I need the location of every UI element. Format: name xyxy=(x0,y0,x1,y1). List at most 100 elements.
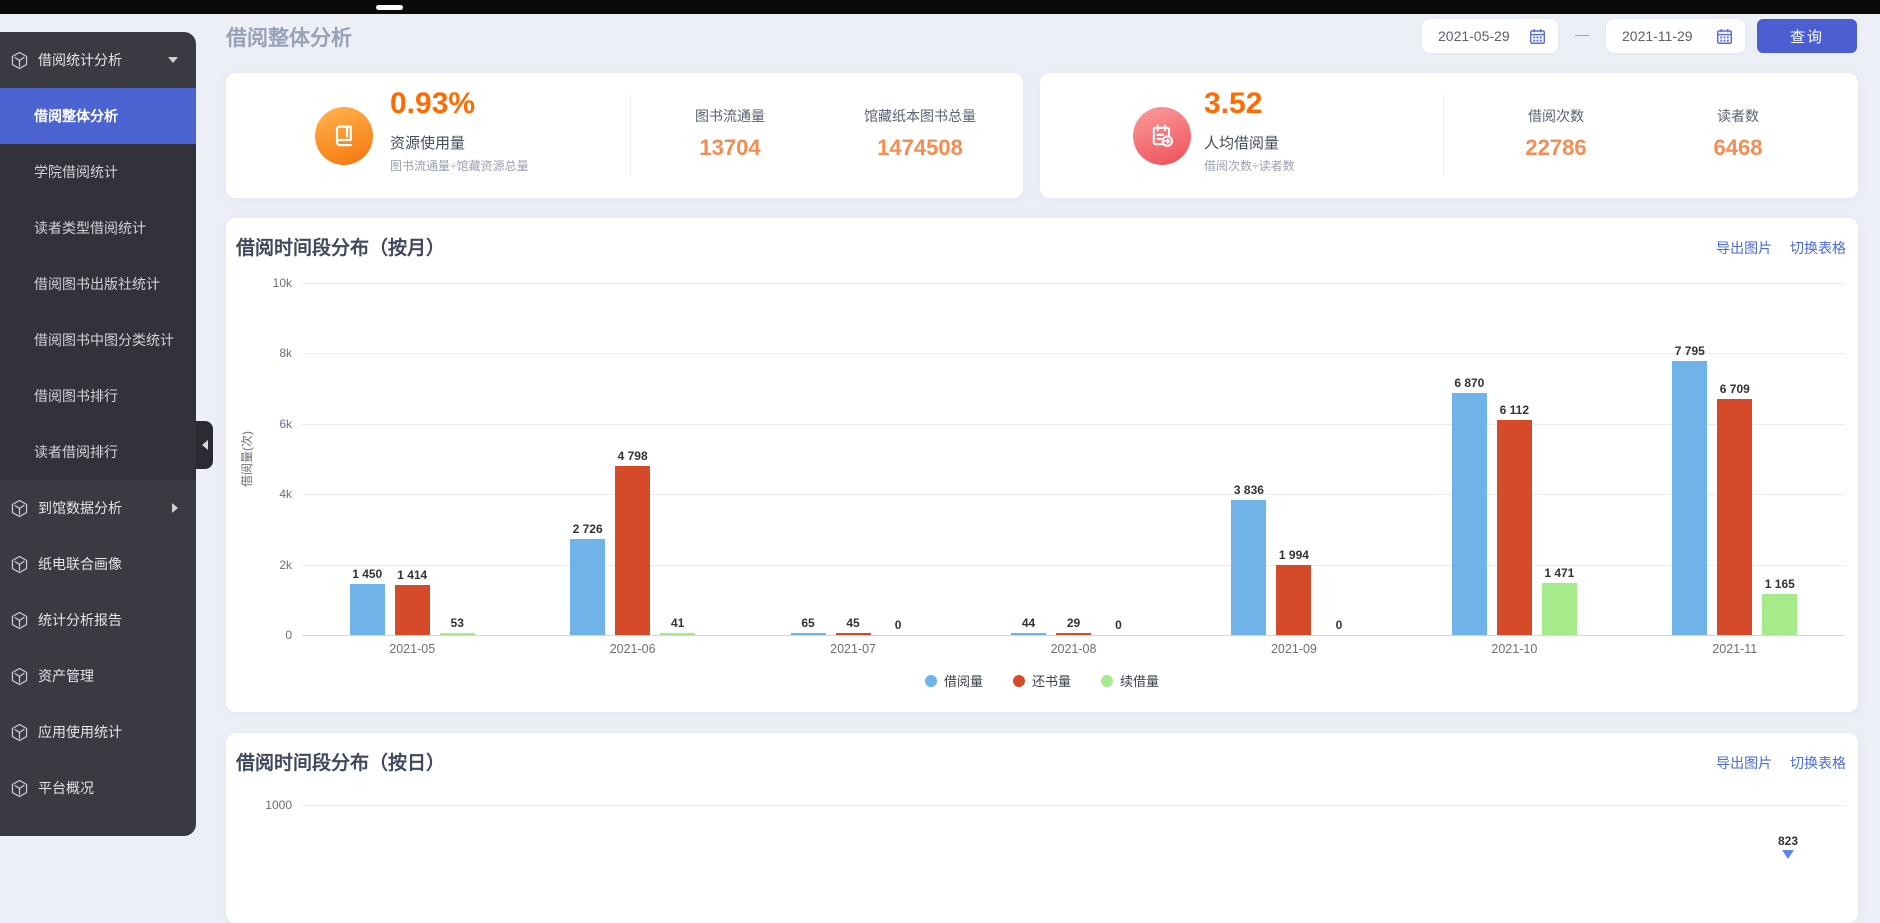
ytick: 4k xyxy=(279,487,292,501)
monthly-plot: 0 2k 4k 6k 8k 10k 借阅量(次) 2021-05 1 450 1 414 53 202… xyxy=(226,218,1858,712)
sidebar-submenu: 借阅整体分析学院借阅统计读者类型借阅统计 借阅图书出版社统计 借阅图书中图分类统计借… xyxy=(0,88,196,480)
per-capita-formula: 借阅次数÷读者数 xyxy=(1204,159,1295,173)
borrow-count-stat: 借阅次数 22786 xyxy=(1525,108,1587,160)
legend-dot xyxy=(924,674,937,687)
bar-还书量-2021-06[interactable] xyxy=(615,466,651,635)
cube-icon xyxy=(11,723,28,741)
sidebar-subitem-6[interactable]: 读者借阅排行 xyxy=(34,444,118,460)
x-axis-label: 2021-08 xyxy=(1050,642,1097,656)
bar-value-label: 6 709 xyxy=(1719,382,1750,396)
bar-续借量-2021-05[interactable] xyxy=(439,633,475,635)
ytick: 2k xyxy=(279,558,292,572)
monthly-chart-actions: 导出图片 切换表格 xyxy=(1702,238,1846,258)
gridline xyxy=(302,494,1845,495)
cube-icon xyxy=(11,499,28,517)
bar-value-label: 2 726 xyxy=(572,522,603,536)
legend-item-借阅量[interactable]: 借阅量 xyxy=(924,671,983,690)
divider xyxy=(630,95,631,176)
bar-value-label: 0 xyxy=(1115,618,1122,632)
cube-icon xyxy=(11,555,28,573)
calendar-icon xyxy=(1529,28,1546,44)
bar-借阅量-2021-05[interactable] xyxy=(349,584,385,635)
toggle-table-link[interactable]: 切换表格 xyxy=(1790,240,1846,256)
daily-point-marker xyxy=(1782,850,1794,859)
notepad-icon xyxy=(1133,107,1191,165)
x-axis-label: 2021-06 xyxy=(609,642,656,656)
start-date-input[interactable]: 2021-05-29 xyxy=(1422,19,1558,53)
bar-借阅量-2021-08[interactable] xyxy=(1011,633,1046,635)
sidebar-menu: 借阅统计分析 借阅整体分析学院借阅统计读者类型借阅统计 借阅图书出版社统计 借阅图书中… xyxy=(0,32,196,816)
bar-还书量-2021-11[interactable] xyxy=(1717,399,1753,635)
end-date-input[interactable]: 2021-11-29 xyxy=(1606,19,1745,53)
bar-还书量-2021-10[interactable] xyxy=(1496,420,1532,635)
sidebar-item-2[interactable]: 纸电联合画像 xyxy=(0,536,196,592)
chevron-down-icon xyxy=(168,57,178,63)
legend-item-还书量[interactable]: 还书量 xyxy=(1012,671,1071,690)
bar-借阅量-2021-07[interactable] xyxy=(790,633,826,635)
export-image-link[interactable]: 导出图片 xyxy=(1716,240,1773,256)
ytick: 6k xyxy=(279,417,292,431)
top-window-bar xyxy=(0,0,1880,14)
window-drag-indicator xyxy=(376,5,403,10)
ytick: 10k xyxy=(272,276,292,290)
bar-借阅量-2021-10[interactable] xyxy=(1451,393,1487,635)
bar-value-label: 1 994 xyxy=(1278,548,1309,562)
x-axis-label: 2021-09 xyxy=(1270,642,1317,656)
sidebar-item-3[interactable]: 统计分析报告 xyxy=(0,592,196,648)
gridline xyxy=(302,565,1845,566)
sidebar-item-6[interactable]: 平台概况 xyxy=(0,760,196,816)
sidebar-item-5[interactable]: 应用使用统计 xyxy=(0,704,196,760)
bar-借阅量-2021-11[interactable] xyxy=(1672,361,1708,635)
bar-value-label: 4 798 xyxy=(617,449,648,463)
bar-续借量-2021-06[interactable] xyxy=(660,633,696,635)
cube-icon xyxy=(11,779,28,797)
bar-还书量-2021-08[interactable] xyxy=(1056,633,1091,635)
sidebar-item-1[interactable]: 到馆数据分析 xyxy=(0,480,196,536)
sidebar-collapse-handle[interactable] xyxy=(196,421,213,469)
monthly-chart-title: 借阅时间段分布（按月） xyxy=(236,238,446,259)
query-button[interactable]: 查询 xyxy=(1757,19,1857,53)
bar-还书量-2021-09[interactable] xyxy=(1276,565,1312,635)
divider xyxy=(1443,95,1444,176)
bar-还书量-2021-07[interactable] xyxy=(835,633,871,635)
collection-total-stat: 馆藏纸本图书总量 1474508 xyxy=(864,108,976,160)
sidebar-subitem-3[interactable]: 借阅图书出版社统计 xyxy=(34,276,160,292)
bar-value-label: 1 165 xyxy=(1764,577,1795,591)
bar-借阅量-2021-09[interactable] xyxy=(1231,500,1267,635)
bar-value-label: 65 xyxy=(801,616,815,630)
gridline xyxy=(302,805,1845,806)
resource-usage-label: 资源使用量 xyxy=(390,135,466,152)
gridline xyxy=(302,353,1845,354)
y-axis-title: 借阅量(次) xyxy=(240,431,254,487)
daily-chart-actions: 导出图片 切换表格 xyxy=(1702,753,1846,773)
daily-chart-title: 借阅时间段分布（按日） xyxy=(236,753,446,774)
cube-icon xyxy=(11,667,28,685)
gridline xyxy=(302,283,1845,284)
resource-usage-card: 0.93% 资源使用量 图书流通量÷馆藏资源总量 图书流通量 13704 馆藏纸… xyxy=(226,73,1023,198)
sidebar-subitem-0[interactable]: 借阅整体分析 xyxy=(0,88,196,144)
ytick: 0 xyxy=(285,628,292,642)
bar-借阅量-2021-06[interactable] xyxy=(570,539,606,635)
collapse-left-icon xyxy=(201,440,208,450)
toggle-table-link[interactable]: 切换表格 xyxy=(1790,755,1846,771)
bar-value-label: 7 795 xyxy=(1674,344,1705,358)
x-axis-label: 2021-07 xyxy=(830,642,876,656)
bar-value-label: 1 471 xyxy=(1544,566,1575,580)
bar-还书量-2021-05[interactable] xyxy=(394,585,430,635)
x-axis-label: 2021-10 xyxy=(1491,642,1538,656)
bar-续借量-2021-11[interactable] xyxy=(1762,594,1798,635)
sidebar-item-0[interactable]: 借阅统计分析 xyxy=(0,32,196,88)
sidebar-item-4[interactable]: 资产管理 xyxy=(0,648,196,704)
legend-item-续借量[interactable]: 续借量 xyxy=(1101,671,1159,690)
export-image-link[interactable]: 导出图片 xyxy=(1716,755,1773,771)
sidebar-subitem-2[interactable]: 读者类型借阅统计 xyxy=(34,220,146,236)
bar-value-label: 1 450 xyxy=(352,567,383,581)
date-range-separator: — xyxy=(1575,26,1589,42)
sidebar-subitem-1[interactable]: 学院借阅统计 xyxy=(34,164,118,180)
bar-value-label: 45 xyxy=(846,616,860,630)
bar-续借量-2021-10[interactable] xyxy=(1541,583,1577,635)
sidebar-subitem-5[interactable]: 借阅图书排行 xyxy=(34,388,118,404)
sidebar-subitem-4[interactable]: 借阅图书中图分类统计 xyxy=(34,332,174,348)
bar-value-label: 44 xyxy=(1021,616,1036,630)
end-date-value: 2021-11-29 xyxy=(1622,28,1693,44)
